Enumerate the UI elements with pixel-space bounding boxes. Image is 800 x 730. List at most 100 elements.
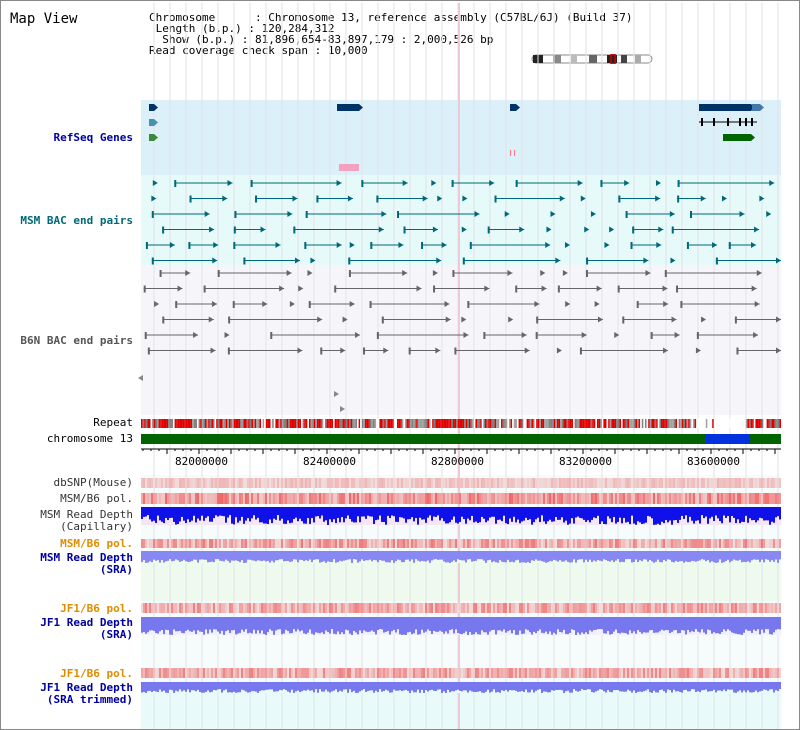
jf1-pol-cell — [289, 603, 291, 613]
repeat-block — [155, 419, 157, 428]
msm-pol-sra-cell — [353, 539, 355, 548]
jf1-pol-cell — [401, 603, 403, 613]
jf1-pol2-cell — [533, 668, 535, 678]
jf1-depth-trimmed-label[interactable]: JF1 Read Depth (SRA trimmed) — [40, 681, 133, 706]
jf1-trimmed-depth-bar — [391, 682, 393, 693]
msm-pol-sra-cell — [591, 539, 593, 548]
jf1-trimmed-depth-bar — [519, 682, 521, 692]
jf1-trimmed-depth-bar — [209, 682, 211, 693]
jf1-pol2-cell — [487, 668, 489, 678]
jf1-depth-sra-label[interactable]: JF1 Read Depth (SRA) — [40, 616, 133, 641]
dbsnp-cell — [505, 478, 507, 488]
jf1-pol2-cell — [705, 668, 707, 678]
jf1-pol2-cell — [699, 668, 701, 678]
dbsnp-cell — [235, 478, 237, 488]
msm-capillary-depth-bar — [513, 507, 515, 517]
jf1-pol2-cell — [343, 668, 345, 678]
jf1-pol2-cell — [573, 668, 575, 678]
repeat-block — [558, 419, 561, 428]
jf1-sra-depth-bar — [599, 617, 601, 630]
jf1-pol2-cell — [709, 668, 711, 678]
repeat-block — [277, 419, 279, 428]
jf1-pol-cell — [619, 603, 621, 613]
jf1-pol-cell — [241, 603, 243, 613]
jf1-trimmed-depth-bar — [657, 682, 659, 693]
msm-sra-depth-bar — [697, 551, 699, 562]
msm-sra-depth-bar — [335, 551, 337, 563]
repeat-block — [318, 419, 321, 428]
msm-sra-depth-bar — [767, 551, 769, 560]
msm-bac-pair-end — [750, 242, 756, 248]
chromosome-highlight — [706, 434, 750, 444]
msm-pol-cell — [165, 493, 167, 504]
dbsnp-cell — [395, 478, 397, 488]
msm-capillary-depth-bar — [467, 507, 469, 519]
msm-pol-sra-cell — [733, 539, 735, 548]
dbsnp-cell — [317, 478, 319, 488]
msm-capillary-depth-bar — [421, 507, 423, 520]
msm-capillary-depth-bar — [659, 507, 661, 525]
jf1-sra-depth-bar — [535, 617, 537, 634]
ruler-tick-label: 82400000 — [303, 455, 356, 468]
repeat-block — [773, 419, 775, 428]
jf1-trimmed-depth-bar — [411, 682, 413, 691]
msm-pol-sra-cell — [163, 539, 165, 548]
jf1-pol2-cell — [265, 668, 267, 678]
msm-pol-sra-cell — [313, 539, 315, 548]
jf1-pol-cell — [759, 603, 761, 613]
msm-depth-sra-label[interactable]: MSM Read Depth (SRA) — [40, 551, 133, 576]
b6n-bac-label[interactable]: B6N BAC end pairs — [20, 334, 133, 347]
dbsnp-cell — [149, 478, 151, 488]
msm-pol-label[interactable]: MSM/B6 pol. — [60, 492, 133, 505]
jf1-pol-cell — [373, 603, 375, 613]
repeat-block — [349, 419, 351, 428]
msm-pol-cell — [727, 493, 729, 504]
jf1-sra-depth-bar — [255, 617, 257, 634]
msm-sra-depth-bar — [183, 551, 185, 560]
msm-pol-cell — [197, 493, 199, 504]
jf1-pol2-cell — [653, 668, 655, 678]
jf1-pol-cell — [473, 603, 475, 613]
msm-pol-sra-cell — [433, 539, 435, 548]
msm-sra-depth-bar — [263, 551, 265, 561]
repeat-block — [491, 419, 493, 428]
jf1-sra-depth-bar — [187, 617, 189, 630]
msm-sra-depth-bar — [511, 551, 513, 562]
jf1-sra-depth-bar — [377, 617, 379, 631]
dbsnp-label[interactable]: dbSNP(Mouse) — [53, 476, 133, 489]
refseq-genes-label[interactable]: RefSeq Genes — [53, 131, 133, 144]
b6n-bac-pair-end — [596, 285, 602, 292]
jf1-pol-cell — [615, 603, 617, 613]
msm-sra-depth-bar — [381, 551, 383, 561]
msm-pol-sra-label[interactable]: MSM/B6 pol. — [60, 537, 133, 550]
jf1-pol2-label[interactable]: JF1/B6 pol. — [60, 667, 133, 680]
jf1-trimmed-depth-bar — [325, 682, 327, 690]
msm-bac-label[interactable]: MSM BAC end pairs — [20, 214, 133, 227]
repeat-block — [237, 419, 239, 428]
jf1-trimmed-depth-bar — [377, 682, 379, 693]
repeat-block — [187, 419, 189, 428]
jf1-pol2-cell — [509, 668, 511, 678]
jf1-trimmed-depth-bar — [745, 682, 747, 693]
jf1-pol2-cell — [593, 668, 595, 678]
jf1-pol-cell — [453, 603, 455, 613]
jf1-sra-depth-bar — [755, 617, 757, 632]
jf1-pol2-cell — [637, 668, 639, 678]
repeat-block — [337, 419, 340, 428]
jf1-pol-label[interactable]: JF1/B6 pol. — [60, 602, 133, 615]
jf1-pol-cell — [227, 603, 229, 613]
msm-sra-depth-bar — [663, 551, 665, 560]
msm-pol-sra-cell — [629, 539, 631, 548]
dbsnp-cell — [525, 478, 527, 488]
jf1-sra-depth-bar — [707, 617, 709, 630]
jf1-trimmed-depth-bar — [681, 682, 683, 693]
jf1-trimmed-depth-bar — [425, 682, 427, 691]
msm-capillary-depth-bar — [709, 507, 711, 519]
repeat-block — [646, 419, 649, 428]
msm-depth-capillary-label[interactable]: MSM Read Depth (Capillary) — [40, 508, 133, 533]
repeat-block — [499, 419, 501, 428]
jf1-trimmed-depth-bar — [651, 682, 653, 693]
jf1-trimmed-depth-bar — [279, 682, 281, 690]
repeat-block — [729, 419, 732, 428]
